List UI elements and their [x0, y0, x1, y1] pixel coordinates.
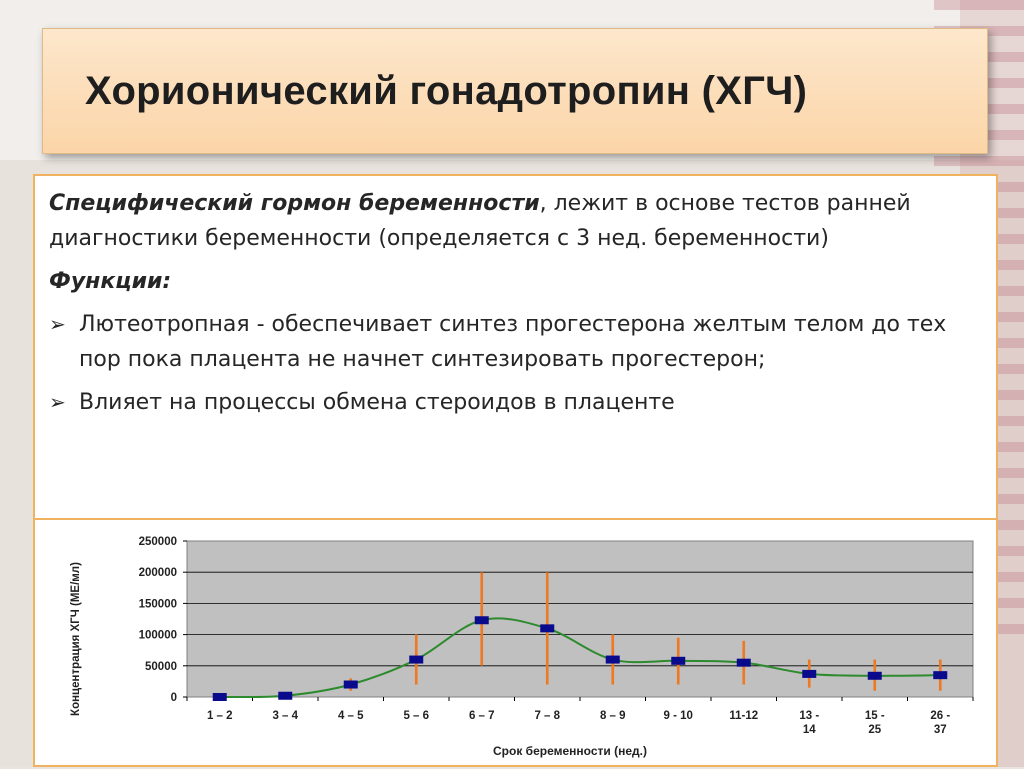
data-point	[867, 671, 882, 680]
x-tick-label: 8 – 9	[600, 710, 626, 722]
x-tick-label: 26 -37	[930, 710, 950, 736]
x-tick-label: 9 - 10	[664, 710, 693, 722]
x-axis-label: Срок беременности (нед.)	[493, 744, 647, 758]
x-tick-label: 4 – 5	[338, 710, 364, 722]
y-axis-label: Концентрация ХГЧ (МЕ/мл)	[70, 562, 82, 716]
x-tick-label: 15 -25	[865, 710, 885, 736]
y-tick-label: 150000	[139, 598, 177, 610]
arrow-bullet-icon: ➢	[49, 390, 66, 414]
intro-bold-text: Специфический гормон беременности	[49, 191, 540, 216]
data-point	[605, 655, 620, 664]
data-point	[802, 669, 817, 678]
bullet-item: ➢ Влияет на процессы обмена стероидов в …	[49, 385, 984, 420]
y-tick-label: 0	[171, 692, 177, 704]
data-point	[933, 671, 948, 680]
x-tick-label: 6 – 7	[469, 710, 495, 722]
plot-area	[186, 540, 974, 698]
intro-paragraph: Специфический гормон беременности, лежит…	[49, 186, 984, 256]
data-point	[474, 616, 489, 625]
data-point	[736, 658, 751, 667]
x-tick-label: 13 -14	[799, 710, 819, 736]
arrow-bullet-icon: ➢	[49, 312, 66, 336]
text-panel: Специфический гормон беременности, лежит…	[33, 174, 998, 524]
chart-panel: 250000 200000 150000 100000 50000 0 1 – 2 3 – 4…	[33, 518, 998, 767]
data-point	[409, 655, 424, 664]
y-tick-label: 100000	[139, 630, 177, 642]
x-tick-label: 3 – 4	[272, 710, 298, 722]
data-point	[540, 624, 555, 633]
bullet-text: Лютеотропная - обеспечивает синтез проге…	[79, 312, 947, 372]
title-banner: Хорионический гонадотропин (ХГЧ)	[42, 28, 988, 154]
intro-rest-text: , лежит в основе тестов ранней диагности…	[49, 191, 911, 251]
data-point	[671, 656, 686, 665]
x-tick-label: 11-12	[729, 710, 758, 722]
data-point	[212, 693, 227, 701]
data-point	[278, 691, 293, 700]
x-tick-label: 7 – 8	[534, 710, 560, 722]
y-tick-label: 50000	[145, 661, 177, 673]
y-tick-label: 200000	[139, 567, 177, 579]
slide-title: Хорионический гонадотропин (ХГЧ)	[85, 68, 808, 113]
x-tick-label: 1 – 2	[207, 710, 233, 722]
bullet-text: Влияет на процессы обмена стероидов в пл…	[79, 390, 675, 415]
data-point	[343, 680, 358, 689]
x-tick-label: 5 – 6	[403, 710, 429, 722]
bullet-item: ➢ Лютеотропная - обеспечивает синтез про…	[49, 307, 984, 377]
functions-label: Функции:	[49, 269, 172, 294]
hcg-chart: 250000 200000 150000 100000 50000 0 1 – 2 3 – 4…	[70, 536, 974, 758]
y-tick-label: 250000	[139, 536, 177, 548]
